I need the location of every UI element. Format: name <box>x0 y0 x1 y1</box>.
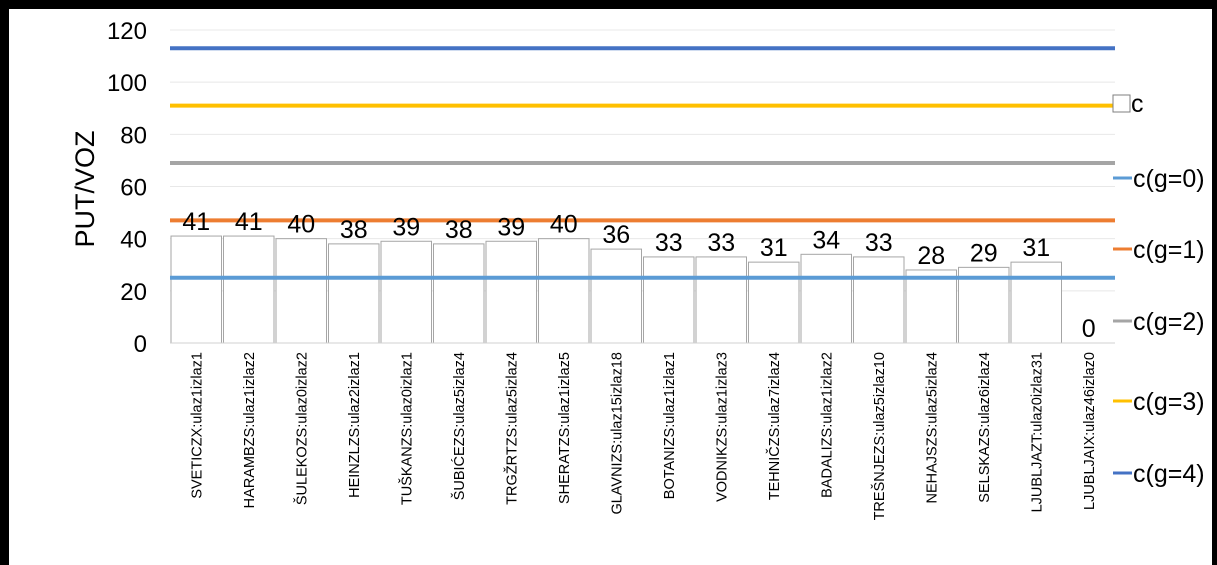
y-tick-label: 40 <box>120 227 147 254</box>
data-label: 41 <box>182 208 210 236</box>
x-tick-label: ŠULEKOZS:ulaz0izlaz2 <box>293 352 310 505</box>
x-tick-label: HARAMBZS:ulaz1izlaz2 <box>242 352 258 508</box>
data-label: 31 <box>760 234 788 262</box>
data-label: 33 <box>707 229 735 257</box>
bar <box>958 266 1010 344</box>
bar <box>1010 261 1062 344</box>
bars <box>170 235 1062 344</box>
bar <box>328 243 380 344</box>
reference-lines <box>170 46 1115 280</box>
legend-label: c(g=4) <box>1133 460 1205 488</box>
data-label: 40 <box>287 211 315 239</box>
x-tick-label: TREŠNJEZS:ulaz5izlaz10 <box>871 352 888 520</box>
bar <box>433 243 485 344</box>
data-label: 34 <box>812 226 840 254</box>
x-tick-label: TUŠKANZS:ulaz0izlaz1 <box>398 352 415 505</box>
legend-item-c: c <box>1112 90 1144 118</box>
y-tick-label: 120 <box>107 18 147 45</box>
legend-label: c <box>1131 90 1144 118</box>
data-label: 33 <box>865 229 893 257</box>
x-tick-label: SHERATZS:ulaz1izlaz5 <box>557 352 573 504</box>
y-tick-label: 80 <box>120 122 147 149</box>
bar <box>748 261 800 344</box>
y-tick-label: 60 <box>120 175 147 202</box>
x-tick-label: GLAVNIZS:ulaz15izlaz18 <box>609 352 625 515</box>
bar <box>485 240 537 344</box>
x-tick-label: ŠUBIĆEZS:ulaz5izlaz4 <box>451 352 468 500</box>
data-label: 33 <box>655 229 683 257</box>
bar <box>170 235 222 344</box>
bar <box>905 269 957 344</box>
legend-label: c(g=3) <box>1133 388 1205 416</box>
legend-label: c(g=2) <box>1133 308 1205 336</box>
x-tick-label: HEINZLZS:ulaz2izlaz1 <box>347 352 363 498</box>
x-tick-label: BADALIZS:ulaz1izlaz2 <box>819 352 835 498</box>
bar <box>223 235 275 344</box>
data-label: 39 <box>497 213 525 241</box>
y-tick-label: 0 <box>134 331 147 358</box>
bar <box>538 238 590 344</box>
legend-item: c(g=3) <box>1113 388 1205 416</box>
gridlines <box>170 29 1115 292</box>
y-axis-label: PUT/VOZ <box>70 130 100 247</box>
x-axis-ticks: SVETICZX:ulaz1izlaz1 HARAMBZS:ulaz1izlaz2… <box>189 352 1098 520</box>
data-label: 41 <box>235 208 263 236</box>
legend-item: c(g=4) <box>1113 460 1205 488</box>
data-label: 31 <box>1022 234 1050 262</box>
x-tick-label: SELSKAZS:ulaz6izlaz4 <box>977 352 993 503</box>
x-tick-label: VODNIKZS:ulaz1izlaz3 <box>714 352 730 502</box>
bar <box>275 238 327 344</box>
legend-item: c(g=1) <box>1113 236 1205 264</box>
legend-label: c(g=1) <box>1133 236 1205 264</box>
bar <box>590 248 642 344</box>
x-tick-label: TEHNIČZS:ulaz7izlaz4 <box>766 352 783 500</box>
data-label: 38 <box>445 216 473 244</box>
legend-item: c(g=0) <box>1113 165 1205 193</box>
data-label: 40 <box>550 211 578 239</box>
legend-swatch <box>1112 94 1131 113</box>
data-label: 39 <box>392 213 420 241</box>
legend-label: c(g=0) <box>1133 165 1205 193</box>
legend: c c(g=0) c(g=1) c(g=2) c(g=3) c(g=4) <box>1112 90 1205 488</box>
data-label: 0 <box>1082 315 1096 343</box>
x-tick-label: NEHAJSZS:ulaz5izlaz4 <box>924 352 940 504</box>
bar <box>380 240 432 344</box>
x-tick-label: BOTANIZS:ulaz1izlaz1 <box>662 352 678 499</box>
data-label: 38 <box>340 216 368 244</box>
bar <box>643 256 695 344</box>
data-label: 29 <box>970 239 998 267</box>
bar <box>853 256 905 344</box>
x-tick-label: LJUBLJAZT:ulaz0izlaz31 <box>1029 352 1045 512</box>
data-label: 36 <box>602 221 630 249</box>
y-tick-label: 100 <box>107 70 147 97</box>
x-tick-label: SVETICZX:ulaz1izlaz1 <box>189 352 205 499</box>
bar <box>695 256 747 344</box>
y-axis-ticks: 0 20 40 60 80 100 120 <box>107 18 147 358</box>
y-tick-label: 20 <box>120 279 147 306</box>
legend-item: c(g=2) <box>1113 308 1205 336</box>
x-tick-label: TRGŽRTZS:ulaz5izlaz4 <box>503 352 520 505</box>
bar <box>800 253 852 344</box>
x-tick-label: LJUBLJAIX:ulaz46izlaz0 <box>1082 352 1098 510</box>
data-labels: 41 41 40 38 39 38 39 40 36 33 33 31 34 33 28 29 31 0 <box>182 208 1095 343</box>
data-label: 28 <box>917 242 945 270</box>
